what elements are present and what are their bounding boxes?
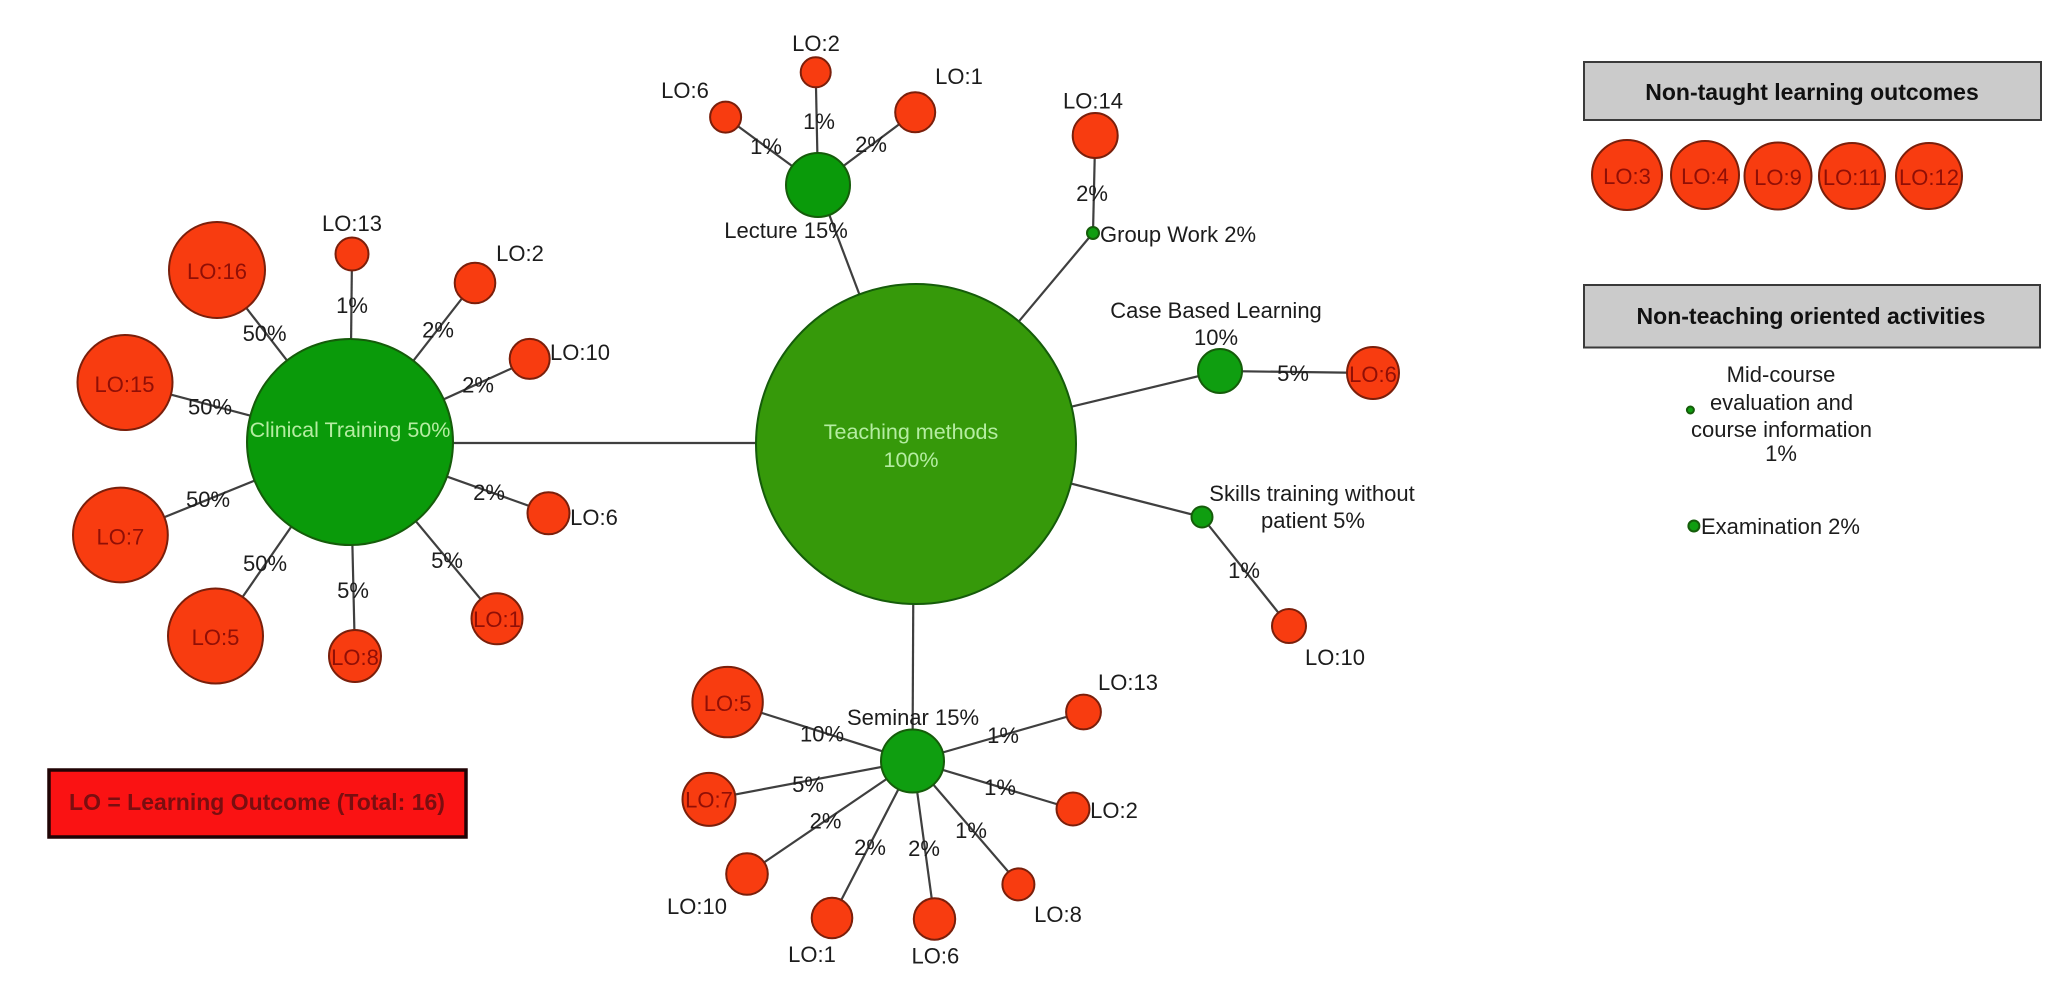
svg-text:LO:1: LO:1 bbox=[473, 607, 521, 632]
svg-text:Skills training without: Skills training without bbox=[1209, 481, 1414, 506]
svg-text:LO:7: LO:7 bbox=[685, 788, 733, 813]
svg-text:10%: 10% bbox=[1194, 325, 1238, 350]
svg-text:Group Work 2%: Group Work 2% bbox=[1100, 222, 1256, 247]
svg-text:LO:2: LO:2 bbox=[1090, 798, 1138, 823]
svg-text:LO:10: LO:10 bbox=[667, 894, 727, 919]
svg-text:Clinical Training 50%: Clinical Training 50% bbox=[250, 418, 451, 442]
svg-text:Examination 2%: Examination 2% bbox=[1701, 514, 1860, 539]
svg-text:LO:2: LO:2 bbox=[496, 241, 544, 266]
svg-text:LO:6: LO:6 bbox=[570, 505, 618, 530]
svg-text:Mid-course: Mid-course bbox=[1727, 362, 1836, 387]
svg-text:LO:16: LO:16 bbox=[187, 259, 247, 284]
svg-text:1%: 1% bbox=[1228, 558, 1260, 583]
svg-text:100%: 100% bbox=[884, 448, 939, 472]
svg-text:1%: 1% bbox=[336, 293, 368, 318]
svg-text:Teaching methods: Teaching methods bbox=[824, 420, 999, 444]
svg-text:patient 5%: patient 5% bbox=[1261, 508, 1365, 533]
svg-text:LO:3: LO:3 bbox=[1603, 164, 1651, 189]
svg-text:LO:9: LO:9 bbox=[1754, 165, 1802, 190]
svg-text:LO:8: LO:8 bbox=[1034, 902, 1082, 927]
svg-text:2%: 2% bbox=[855, 132, 887, 157]
svg-text:2%: 2% bbox=[810, 809, 842, 834]
svg-text:2%: 2% bbox=[473, 480, 505, 505]
svg-text:LO:1: LO:1 bbox=[788, 942, 836, 967]
svg-text:2%: 2% bbox=[422, 318, 454, 343]
svg-text:LO:6: LO:6 bbox=[661, 78, 709, 103]
svg-text:LO:11: LO:11 bbox=[1823, 165, 1881, 190]
svg-text:LO:12: LO:12 bbox=[1899, 165, 1959, 190]
svg-text:10%: 10% bbox=[800, 722, 844, 747]
svg-text:course information: course information bbox=[1691, 417, 1872, 442]
svg-text:LO:10: LO:10 bbox=[1305, 645, 1365, 670]
svg-text:LO:14: LO:14 bbox=[1063, 89, 1123, 114]
svg-text:50%: 50% bbox=[243, 321, 287, 346]
svg-text:5%: 5% bbox=[1277, 361, 1309, 386]
svg-text:evaluation and: evaluation and bbox=[1710, 390, 1853, 415]
svg-text:LO:6: LO:6 bbox=[912, 944, 960, 969]
svg-text:Seminar 15%: Seminar 15% bbox=[847, 705, 979, 730]
svg-text:LO:7: LO:7 bbox=[97, 525, 145, 550]
svg-text:2%: 2% bbox=[854, 835, 886, 860]
svg-text:LO:15: LO:15 bbox=[95, 372, 155, 397]
svg-text:LO:10: LO:10 bbox=[550, 340, 610, 365]
svg-text:Non-taught learning outcomes: Non-taught learning outcomes bbox=[1645, 79, 1979, 105]
svg-text:LO:2: LO:2 bbox=[792, 31, 840, 56]
svg-text:5%: 5% bbox=[431, 548, 463, 573]
svg-text:LO:4: LO:4 bbox=[1681, 164, 1729, 189]
svg-text:Non-teaching oriented activiti: Non-teaching oriented activities bbox=[1637, 303, 1986, 329]
svg-text:5%: 5% bbox=[792, 772, 824, 797]
svg-text:LO:13: LO:13 bbox=[1098, 670, 1158, 695]
svg-text:1%: 1% bbox=[955, 818, 987, 843]
svg-text:LO:6: LO:6 bbox=[1349, 362, 1397, 387]
svg-text:Case Based Learning: Case Based Learning bbox=[1110, 298, 1322, 323]
svg-text:2%: 2% bbox=[1076, 181, 1108, 206]
svg-text:1%: 1% bbox=[984, 775, 1016, 800]
svg-text:1%: 1% bbox=[803, 109, 835, 134]
svg-text:1%: 1% bbox=[750, 134, 782, 159]
svg-text:2%: 2% bbox=[462, 373, 494, 398]
svg-text:LO:5: LO:5 bbox=[192, 625, 240, 650]
svg-text:1%: 1% bbox=[987, 723, 1019, 748]
svg-text:LO = Learning Outcome (Total:: LO = Learning Outcome (Total: 16) bbox=[69, 789, 445, 815]
svg-text:50%: 50% bbox=[243, 551, 287, 576]
svg-text:LO:5: LO:5 bbox=[704, 691, 752, 716]
svg-text:LO:1: LO:1 bbox=[935, 64, 983, 89]
svg-text:Lecture 15%: Lecture 15% bbox=[724, 218, 848, 243]
svg-text:LO:13: LO:13 bbox=[322, 211, 382, 236]
svg-text:2%: 2% bbox=[908, 836, 940, 861]
svg-text:5%: 5% bbox=[337, 578, 369, 603]
svg-text:1%: 1% bbox=[1765, 441, 1797, 466]
svg-text:50%: 50% bbox=[186, 487, 230, 512]
svg-text:50%: 50% bbox=[188, 395, 232, 420]
svg-text:LO:8: LO:8 bbox=[331, 645, 379, 670]
